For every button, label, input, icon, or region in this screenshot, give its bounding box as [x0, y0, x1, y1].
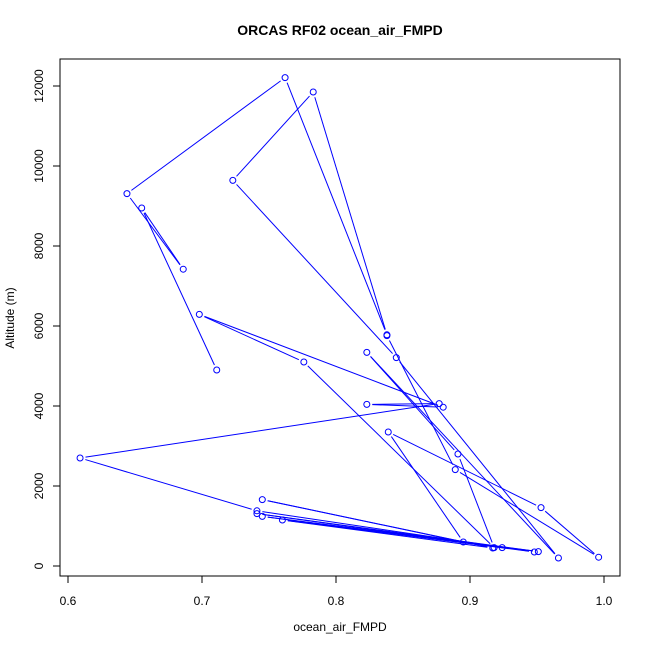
series-line-segment: [131, 80, 281, 191]
data-point: [138, 204, 146, 212]
data-point: [76, 454, 84, 462]
data-point: [278, 516, 286, 524]
series-line-segment: [267, 500, 459, 542]
series-line-segment: [372, 403, 434, 405]
series-line-segment: [307, 365, 491, 545]
series-line-segment: [236, 95, 310, 177]
x-tick-label: 1.0: [596, 594, 613, 608]
data-point: [309, 88, 317, 96]
data-point: [554, 554, 562, 562]
data-point: [384, 428, 392, 436]
series-line-segment: [392, 433, 537, 506]
data-point: [123, 190, 131, 198]
data-point: [392, 354, 400, 362]
x-tick-label: 0.6: [60, 594, 77, 608]
y-tick-label: 2000: [32, 472, 46, 499]
y-tick-label: 8000: [32, 232, 46, 259]
series-line-segment: [236, 184, 393, 354]
series-line-segment: [459, 458, 493, 543]
data-point: [258, 496, 266, 504]
series-line-segment: [85, 459, 252, 510]
x-axis: 0.6 0.7 0.8 0.9 1.0: [60, 575, 613, 608]
series-line-segment: [85, 403, 434, 458]
data-point: [383, 332, 391, 340]
data-point: [459, 538, 467, 546]
data-point: [229, 176, 237, 184]
data-point: [454, 450, 462, 458]
series-line-segment: [370, 356, 556, 555]
data-point: [258, 512, 266, 520]
series-line-segment: [144, 212, 181, 265]
data-point: [498, 544, 506, 552]
series-line-segment: [314, 97, 386, 330]
series-line-segment: [204, 316, 300, 361]
y-tick-label: 6000: [32, 312, 46, 339]
series-line-segment: [390, 436, 461, 538]
x-tick-label: 0.9: [462, 594, 479, 608]
x-tick-label: 0.7: [194, 594, 211, 608]
data-point: [253, 510, 261, 518]
data-point: [253, 507, 261, 515]
series-line-segment: [262, 513, 497, 548]
data-point: [435, 400, 443, 408]
data-point: [451, 466, 459, 474]
series-line-segment: [372, 404, 438, 408]
data-point: [534, 548, 542, 556]
y-axis: 0 2000 4000 6000 8000 10000 12000: [32, 69, 61, 569]
data-point: [300, 358, 308, 366]
plot-frame: [59, 58, 621, 577]
series-line-segment: [204, 315, 439, 406]
series-line-segment: [544, 510, 595, 554]
series-line-segment: [388, 340, 454, 465]
series-line-segment: [399, 361, 556, 555]
x-axis-label: ocean_air_FMPD: [293, 620, 387, 634]
x-tick-label: 0.8: [328, 594, 345, 608]
series-line-segment: [129, 197, 181, 266]
data-point: [363, 348, 371, 356]
data-point: [537, 504, 545, 512]
y-tick-label: 0: [32, 562, 46, 569]
chart-title: ORCAS RF02 ocean_air_FMPD: [237, 22, 442, 38]
y-tick-label: 4000: [32, 392, 46, 419]
data-point: [195, 310, 203, 318]
series-line-segment: [143, 212, 215, 366]
data-point: [439, 403, 447, 411]
series-line-segment: [287, 520, 488, 548]
data-point: [363, 400, 371, 408]
series-line-segment: [286, 82, 386, 330]
y-tick-label: 10000: [32, 149, 46, 183]
data-point: [213, 366, 221, 374]
series-layer: [76, 74, 603, 562]
data-point: [489, 544, 497, 552]
data-point: [281, 74, 289, 82]
data-point: [179, 265, 187, 273]
data-point: [595, 553, 603, 561]
series-line-segment: [370, 356, 455, 451]
data-point: [530, 548, 538, 556]
series-line-segment: [459, 472, 595, 555]
y-axis-label: Altitude (m): [3, 287, 17, 348]
y-tick-label: 12000: [32, 69, 46, 103]
